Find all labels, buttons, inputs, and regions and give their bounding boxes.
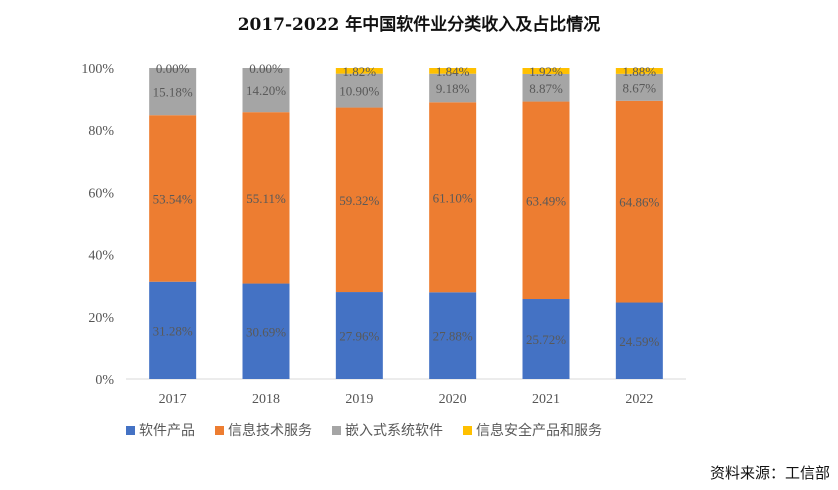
data-label: 64.86% bbox=[619, 195, 659, 210]
data-label: 0.00% bbox=[249, 61, 283, 76]
data-label: 8.67% bbox=[623, 80, 657, 95]
legend-swatch bbox=[332, 425, 341, 435]
legend-label: 信息安全产品和服务 bbox=[476, 423, 602, 439]
data-label: 24.59% bbox=[619, 334, 659, 349]
data-label: 53.54% bbox=[153, 191, 193, 206]
x-tick-label: 2019 bbox=[345, 392, 373, 407]
bar-segment bbox=[522, 101, 570, 300]
bar-segment bbox=[242, 283, 290, 379]
x-tick-label: 2020 bbox=[439, 392, 467, 407]
y-tick-label: 60% bbox=[88, 186, 114, 201]
legend-swatch bbox=[463, 425, 472, 435]
stacked-bar-chart: 0% 20% 40% 60% 80% 100% 31.28% 53.54% 15.18% 0.0… bbox=[81, 61, 686, 407]
legend-item-software-products: 软件产品 bbox=[126, 420, 195, 440]
data-label: 1.92% bbox=[529, 64, 563, 79]
bar-segment bbox=[615, 302, 663, 379]
y-tick-label: 80% bbox=[88, 124, 114, 139]
x-tick-label: 2018 bbox=[252, 392, 280, 407]
data-label: 9.18% bbox=[436, 81, 470, 96]
bar-segment bbox=[522, 299, 570, 379]
data-label: 27.88% bbox=[433, 329, 473, 344]
bar-segment bbox=[149, 68, 197, 116]
source-note: 资料来源：工信部 bbox=[709, 464, 830, 482]
bar-segment bbox=[429, 68, 477, 74]
x-axis: 2017 2018 2019 2020 2021 2022 bbox=[159, 392, 654, 407]
data-label: 8.87% bbox=[529, 81, 563, 96]
x-tick-label: 2017 bbox=[159, 392, 187, 407]
y-tick-label: 20% bbox=[88, 311, 114, 326]
legend-item-it-services: 信息技术服务 bbox=[215, 420, 312, 440]
y-tick-label: 100% bbox=[81, 62, 114, 77]
bar-segment bbox=[429, 73, 477, 103]
data-label: 31.28% bbox=[153, 323, 193, 338]
y-axis: 0% 20% 40% 60% 80% 100% bbox=[81, 62, 114, 388]
bar-segment bbox=[242, 68, 290, 113]
bar-segment bbox=[149, 281, 197, 379]
bar-segment bbox=[615, 73, 663, 101]
bar-segment bbox=[242, 112, 290, 284]
legend-item-embedded-software: 嵌入式系统软件 bbox=[332, 420, 443, 440]
chart-title: 2017-2022 年中国软件业分类收入及占比情况 bbox=[237, 15, 601, 35]
data-label: 30.69% bbox=[246, 324, 286, 339]
legend-label: 信息技术服务 bbox=[228, 423, 312, 439]
bar-segment bbox=[615, 100, 663, 303]
bar-segment bbox=[335, 107, 383, 293]
legend-swatch bbox=[215, 425, 224, 435]
bars-group bbox=[149, 68, 663, 379]
y-tick-label: 40% bbox=[88, 249, 114, 264]
data-label: 27.96% bbox=[339, 329, 379, 344]
data-labels-group: 31.28% 53.54% 15.18% 0.00% 30.69% 55.11% 14.20… bbox=[153, 61, 660, 349]
data-label: 63.49% bbox=[526, 193, 566, 208]
legend-item-info-security: 信息安全产品和服务 bbox=[463, 420, 602, 440]
bar-segment bbox=[335, 68, 383, 74]
data-label: 61.10% bbox=[433, 190, 473, 205]
data-label: 14.20% bbox=[246, 83, 286, 98]
bar-segment bbox=[149, 115, 197, 282]
legend-label: 软件产品 bbox=[139, 423, 195, 439]
legend-swatch bbox=[126, 425, 135, 435]
data-label: 59.32% bbox=[339, 193, 379, 208]
bar-segment bbox=[615, 68, 663, 74]
data-label: 15.18% bbox=[153, 85, 193, 100]
x-tick-label: 2021 bbox=[532, 392, 560, 407]
bar-segment bbox=[429, 102, 477, 293]
data-label: 0.00% bbox=[156, 61, 190, 76]
data-label: 55.11% bbox=[246, 191, 286, 206]
data-label: 10.90% bbox=[339, 84, 379, 99]
bar-segment bbox=[522, 73, 570, 102]
bar-segment bbox=[429, 292, 477, 379]
data-label: 1.82% bbox=[343, 64, 377, 79]
legend-label: 嵌入式系统软件 bbox=[345, 423, 443, 439]
data-label: 1.88% bbox=[623, 64, 657, 79]
bar-segment bbox=[522, 68, 570, 74]
legend: 软件产品 信息技术服务 嵌入式系统软件 信息安全产品和服务 bbox=[126, 420, 622, 440]
x-tick-label: 2022 bbox=[625, 392, 653, 407]
bar-segment bbox=[335, 73, 383, 108]
data-label: 25.72% bbox=[526, 332, 566, 347]
y-tick-label: 0% bbox=[95, 373, 114, 388]
bar-segment bbox=[335, 292, 383, 379]
data-label: 1.84% bbox=[436, 64, 470, 79]
